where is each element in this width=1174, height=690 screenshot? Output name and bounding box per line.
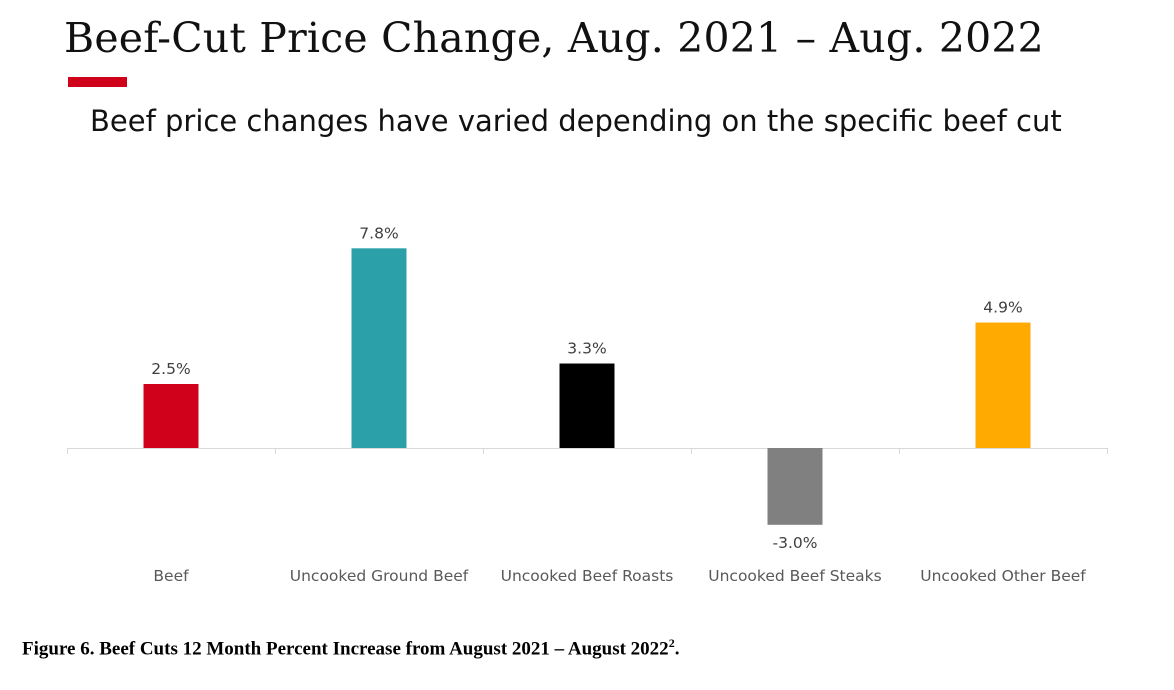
data-label-3: 3.3% [567,340,606,358]
bar-chart: 2.5% Beef 7.8% Uncooked Ground Beef 3.3% Unco… [67,224,1108,585]
category-label-1: Beef [153,567,189,585]
data-label-4: -3.0% [773,534,818,552]
category-label-2: Uncooked Ground Beef [290,567,469,585]
figure-caption-text: Figure 6. Beef Cuts 12 Month Percent Inc… [22,638,669,660]
category-label-3: Uncooked Beef Roasts [501,567,674,585]
category-label-4: Uncooked Beef Steaks [708,567,881,585]
chart-title: Beef-Cut Price Change, Aug. 2021 – Aug. … [64,14,1044,62]
bar-3 [559,363,615,448]
figure-caption-reference: 2 [668,636,675,650]
data-label-5: 4.9% [983,299,1022,317]
bar-4 [767,448,823,525]
data-label-2: 7.8% [359,224,398,242]
chart-subtitle: Beef price changes have varied depending… [90,104,1062,138]
bar-2 [351,248,407,448]
title-accent-bar [68,77,127,87]
bar-5 [975,322,1031,448]
data-label-1: 2.5% [151,360,190,378]
figure-caption-end: . [674,638,680,660]
category-label-5: Uncooked Other Beef [920,567,1086,585]
bar-1 [143,384,199,448]
figure-caption: Figure 6. Beef Cuts 12 Month Percent Inc… [22,636,679,660]
